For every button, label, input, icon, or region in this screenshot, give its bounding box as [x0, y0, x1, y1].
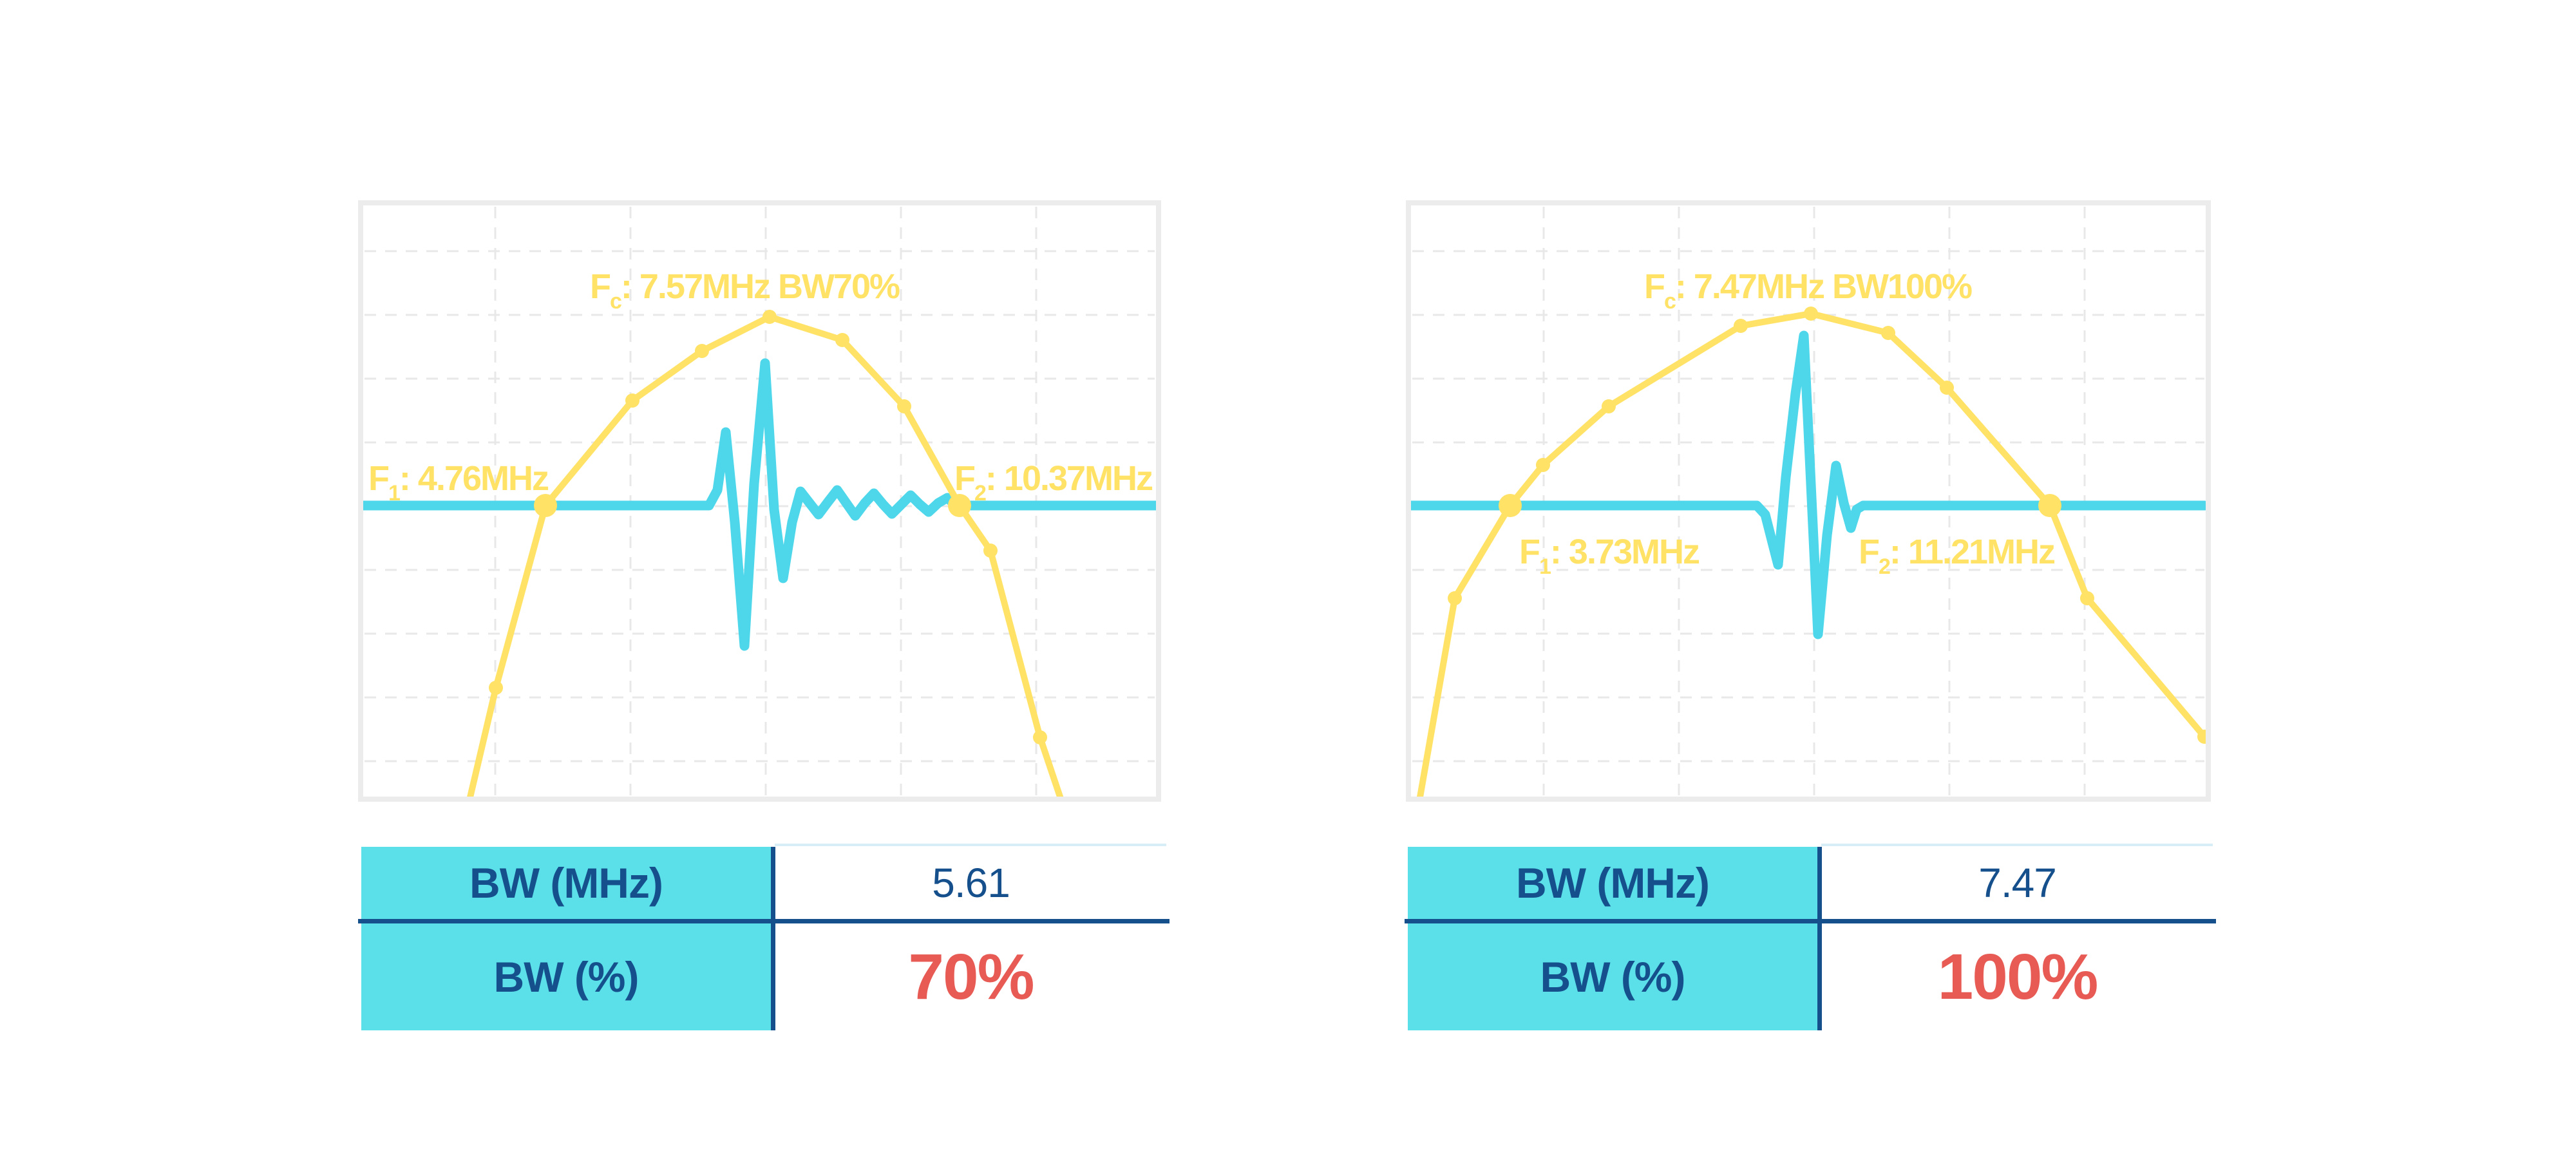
- bw-pct-label-cell: BW (%): [361, 923, 771, 1030]
- spectrum-point: [1940, 381, 1954, 395]
- left-bandwidth-chart: Fc: 7.57MHz BW70% F1: 4.76MHz F2: 10.37MHz: [358, 200, 1161, 802]
- bw-table-left: BW (MHz) 5.61 BW (%) 70%: [358, 841, 1170, 1034]
- right-bandwidth-chart-svg: Fc: 7.47MHz BW100% F1: 3.73MHz F2: 11.21MH…: [1406, 200, 2211, 802]
- spectrum-point: [625, 393, 639, 408]
- spectrum-point: [983, 544, 998, 558]
- left-bandwidth-chart-svg: Fc: 7.57MHz BW70% F1: 4.76MHz F2: 10.37MHz: [358, 200, 1161, 802]
- bw-mhz-label: BW (MHz): [1516, 859, 1710, 907]
- spectrum-point: [835, 333, 849, 347]
- table-top-divider: [775, 844, 1166, 846]
- bw-mhz-label-cell: BW (MHz): [1408, 847, 1817, 919]
- f1-annotation: F1: 4.76MHz: [368, 459, 549, 506]
- spectrum-point: [1881, 326, 1895, 340]
- band-edge-marker: [534, 494, 557, 517]
- fc-annotation: Fc: 7.57MHz BW70%: [590, 267, 900, 314]
- spectrum-point: [897, 399, 911, 413]
- spectrum-point: [1448, 591, 1462, 605]
- spectrum-point: [1536, 458, 1550, 472]
- spectrum-point: [762, 310, 777, 324]
- spectrum-curve: [1417, 310, 2206, 797]
- spectrum-point: [489, 681, 503, 695]
- bw-mhz-label-cell: BW (MHz): [361, 847, 771, 919]
- table-top-divider: [1821, 844, 2213, 846]
- bw-pct-value: 100%: [1937, 940, 2099, 1013]
- spectrum-curve: [467, 314, 1064, 797]
- spectrum-point: [695, 344, 709, 358]
- chart-frame: [1406, 200, 2211, 802]
- table-column-divider: [771, 847, 775, 1030]
- band-edge-marker: [1499, 494, 1522, 517]
- bw-pct-value-cell: 70%: [775, 923, 1166, 1030]
- plot-area: [363, 207, 1156, 797]
- bw-mhz-value: 7.47: [1978, 860, 2057, 906]
- spectrum-point: [1734, 319, 1748, 333]
- table-row-divider: [1405, 919, 2216, 923]
- spectrum-point: [2080, 591, 2094, 605]
- chart-frame: [358, 200, 1161, 802]
- bw-pct-label: BW (%): [1540, 953, 1686, 1001]
- curve-end-marker: [2197, 730, 2206, 744]
- pulse-waveform: [1411, 330, 2206, 639]
- right-bandwidth-chart: Fc: 7.47MHz BW100% F1: 3.73MHz F2: 11.21MH…: [1406, 200, 2211, 802]
- f1-annotation: F1: 3.73MHz: [1519, 533, 1700, 579]
- bw-table-right: BW (MHz) 7.47 BW (%) 100%: [1405, 841, 2216, 1034]
- bw-mhz-value: 5.61: [932, 860, 1010, 906]
- plot-area: [1411, 207, 2206, 797]
- bw-pct-value: 70%: [908, 940, 1034, 1013]
- band-edge-marker: [948, 494, 971, 517]
- spectrum-point: [1033, 730, 1047, 744]
- bw-mhz-value-cell: 5.61: [775, 847, 1166, 919]
- bw-pct-label: BW (%): [493, 953, 639, 1001]
- table-column-divider: [1817, 847, 1822, 1030]
- f2-annotation: F2: 11.21MHz: [1859, 533, 2055, 579]
- spectrum-point: [1602, 399, 1616, 413]
- band-edge-marker: [2038, 494, 2061, 517]
- bw-mhz-value-cell: 7.47: [1822, 847, 2213, 919]
- pulse-waveform: [363, 358, 1156, 651]
- spectrum-point: [1804, 307, 1818, 321]
- f2-annotation: F2: 10.37MHz: [954, 459, 1153, 506]
- table-row-divider: [358, 919, 1170, 923]
- fc-annotation: Fc: 7.47MHz BW100%: [1644, 267, 1972, 314]
- bw-pct-value-cell: 100%: [1822, 923, 2213, 1030]
- bw-pct-label-cell: BW (%): [1408, 923, 1817, 1030]
- bw-mhz-label: BW (MHz): [469, 859, 663, 907]
